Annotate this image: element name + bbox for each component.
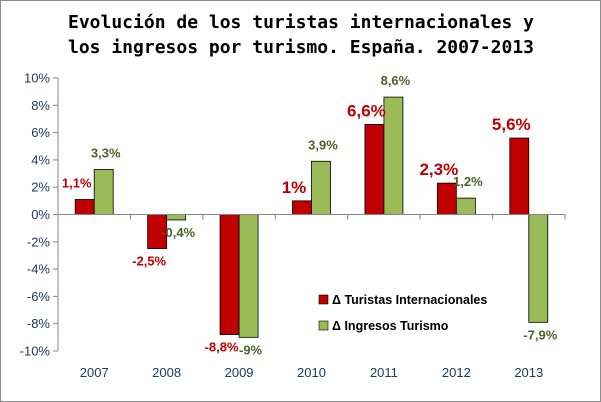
y-tick-label: -2% xyxy=(27,234,51,249)
legend-label-2: Δ Ingresos Turismo xyxy=(332,319,449,333)
legend: Δ Turistas Internacionales Δ Ingresos Tur… xyxy=(318,293,487,333)
bar-ingresos-2013 xyxy=(528,214,549,323)
label-turistas-2013: 5,6% xyxy=(492,115,531,134)
y-tick-label: 8% xyxy=(31,98,50,113)
y-tick-label: 0% xyxy=(31,207,50,222)
y-tick-label: -10% xyxy=(20,344,51,359)
x-tick-label-2009: 2009 xyxy=(225,365,254,380)
label-turistas-2009: -8,8% xyxy=(205,340,239,355)
chart-title-line-1: Evolución de los turistas internacionale… xyxy=(68,12,534,33)
bar-ingresos-2011 xyxy=(383,96,404,215)
y-tick-label: -8% xyxy=(27,316,51,331)
bar-turistas-2013 xyxy=(509,137,530,215)
bar-ingresos-2007 xyxy=(93,169,114,215)
bar-ingresos-2008 xyxy=(166,214,187,221)
bar-ingresos-2010 xyxy=(311,160,331,215)
data-labels: 1,1% 3,3% -2,5% -0,4% -8,8% -9% 1% 3,9% 6,6% 8,6%… xyxy=(62,73,558,357)
label-turistas-2010: 1% xyxy=(282,178,307,197)
chart-title-line-2: los ingresos por turismo. España. 2007-2… xyxy=(68,37,534,58)
label-ingresos-2007: 3,3% xyxy=(91,145,121,160)
y-tick-label: 2% xyxy=(31,180,50,195)
x-tick-label-2010: 2010 xyxy=(297,365,326,380)
x-tick-label-2013: 2013 xyxy=(514,365,543,380)
bar-turistas-2010 xyxy=(292,200,312,215)
label-turistas-2008: -2,5% xyxy=(132,254,166,269)
y-tick-label: -6% xyxy=(27,289,51,304)
x-tick-label-2008: 2008 xyxy=(152,365,181,380)
y-tick-label: -4% xyxy=(27,262,51,277)
label-ingresos-2008: -0,4% xyxy=(161,225,195,240)
bar-turistas-2011 xyxy=(364,124,385,215)
y-tick-label: 4% xyxy=(31,152,50,167)
y-tick-label: 10% xyxy=(24,71,50,86)
bar-turistas-2009 xyxy=(219,214,240,336)
legend-swatch-2 xyxy=(318,320,329,331)
label-ingresos-2012: 1,2% xyxy=(453,174,483,189)
x-tick-label-2012: 2012 xyxy=(442,365,471,380)
y-axis: 10% 8% 6% 4% 2% 0% -2% -4% -6% -8% -10% xyxy=(20,71,59,359)
bar-ingresos-2012 xyxy=(455,197,476,215)
x-tick-label-2007: 2007 xyxy=(80,365,109,380)
x-tick-label-2011: 2011 xyxy=(370,365,398,380)
label-turistas-2011: 6,6% xyxy=(347,101,386,120)
label-ingresos-2013: -7,9% xyxy=(523,327,557,342)
bars xyxy=(74,96,549,338)
legend-label-1: Δ Turistas Internacionales xyxy=(332,293,487,307)
label-turistas-2007: 1,1% xyxy=(62,175,92,190)
label-ingresos-2011: 8,6% xyxy=(381,73,411,88)
y-tick-label: 6% xyxy=(31,125,50,140)
bar-ingresos-2009 xyxy=(238,214,259,338)
x-axis: 2007 2008 2009 2010 2011 2012 2013 xyxy=(57,214,566,380)
bar-turistas-2007 xyxy=(74,199,95,215)
label-ingresos-2009: -9% xyxy=(239,342,263,357)
label-turistas-2012: 2,3% xyxy=(419,160,458,179)
label-ingresos-2010: 3,9% xyxy=(308,137,338,152)
legend-swatch-1 xyxy=(318,294,329,305)
